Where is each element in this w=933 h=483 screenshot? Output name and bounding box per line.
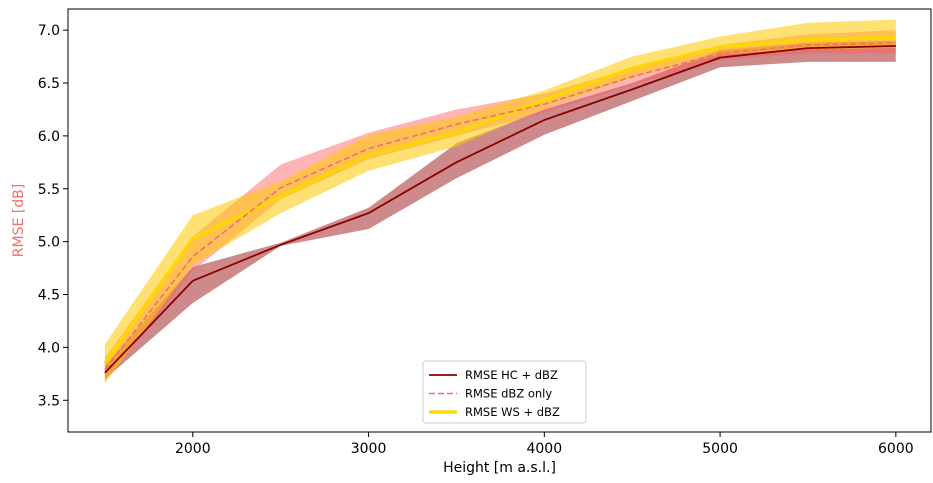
y-tick-label: 3.5 [38, 393, 60, 409]
y-axis-ticks: 3.5 4.0 4.5 5.0 5.5 6.0 6.5 7.0 [38, 23, 68, 409]
legend: RMSE HC + dBZ RMSE dBZ only RMSE WS + dBZ [422, 360, 587, 424]
legend-label: RMSE WS + dBZ [465, 405, 560, 419]
x-tick-label: 4000 [526, 441, 562, 457]
x-tick-label: 5000 [702, 441, 738, 457]
y-tick-label: 4.0 [38, 340, 60, 356]
legend-box [422, 360, 587, 424]
band-series-3 [104, 19, 896, 384]
plot-area-frame [67, 8, 932, 433]
line-series-3 [103, 36, 896, 365]
x-tick-label: 2000 [175, 441, 211, 457]
line-series-2 [104, 42, 896, 371]
y-axis-label: RMSE [dB] [11, 184, 27, 257]
series-lines [103, 36, 896, 374]
y-tick-label: 5.5 [38, 182, 60, 198]
y-tick-label: 5.0 [38, 235, 60, 251]
legend-label: RMSE HC + dBZ [465, 368, 558, 382]
y-tick-label: 7.0 [38, 23, 60, 39]
line-series-1 [104, 45, 896, 374]
y-tick-label: 6.5 [38, 76, 60, 92]
x-axis-label: Height [m a.s.l.] [443, 460, 556, 476]
y-tick-label: 4.5 [38, 288, 60, 304]
x-tick-label: 6000 [878, 441, 914, 457]
x-tick-label: 3000 [351, 441, 387, 457]
x-axis-ticks: 2000 3000 4000 5000 6000 [175, 432, 914, 457]
legend-label: RMSE dBZ only [465, 387, 552, 401]
y-tick-label: 6.0 [38, 129, 60, 145]
